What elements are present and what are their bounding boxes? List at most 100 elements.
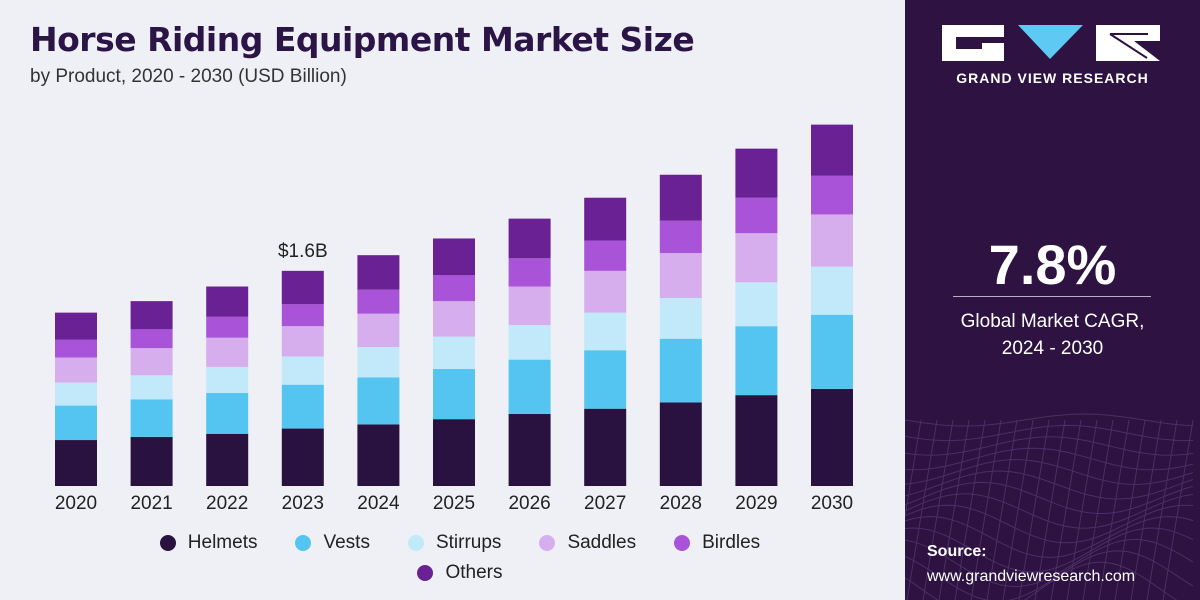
bar-segment-stirrups-2030 — [811, 266, 853, 315]
cagr-label-line1: Global Market CAGR, — [960, 311, 1145, 332]
bar-segment-birdles-2028 — [659, 220, 702, 254]
legend-swatch-saddles — [539, 535, 556, 551]
bar-segment-birdles-2024 — [357, 289, 400, 314]
x-tick-label-2030: 2030 — [811, 493, 853, 514]
bar-segment-others-2020 — [55, 312, 97, 340]
bar-segment-saddles-2026 — [508, 286, 551, 326]
brand-sidebar: GRAND VIEW RESEARCH 7.8% Global Market C… — [905, 0, 1200, 600]
x-tick-label-2023: 2023 — [282, 493, 324, 514]
legend-swatch-vests — [295, 535, 312, 551]
legend-swatch-helmets — [159, 535, 176, 551]
bar-segment-helmets-2020 — [55, 440, 97, 486]
bar-segment-birdles-2022 — [206, 316, 249, 338]
wireframe-wave-graphic — [905, 413, 1194, 600]
bar-segment-saddles-2024 — [357, 313, 400, 348]
bar-segment-saddles-2025 — [433, 301, 475, 337]
bar-segment-birdles-2027 — [584, 240, 627, 271]
cagr-label: Global Market CAGR, 2024 - 2030 — [905, 308, 1200, 362]
cagr-divider — [953, 296, 1151, 297]
bar-segment-others-2022 — [206, 286, 249, 317]
bar-segment-helmets-2030 — [811, 388, 853, 486]
bar-segment-saddles-2022 — [206, 337, 249, 367]
bar-segment-vests-2028 — [659, 338, 702, 403]
bar-segment-helmets-2022 — [206, 433, 249, 486]
source-label: Source: — [927, 543, 987, 560]
bar-segment-vests-2025 — [433, 369, 475, 420]
legend-label: Others — [445, 562, 503, 583]
legend-swatch-birdles — [674, 535, 691, 551]
bar-segment-others-2030 — [811, 124, 853, 176]
bar-segment-helmets-2021 — [130, 436, 173, 486]
cagr-label-line2: 2024 - 2030 — [1001, 338, 1104, 359]
chart-legend: Helmets Vests Stirrups Saddles Birdles Others — [120, 532, 800, 584]
x-tick-label-2025: 2025 — [433, 493, 475, 514]
bar-segment-others-2029 — [735, 148, 778, 198]
legend-item-helmets: Helmets — [159, 532, 257, 554]
bar-segment-saddles-2030 — [811, 214, 853, 267]
bar-segment-vests-2021 — [130, 399, 173, 437]
legend-item-stirrups: Stirrups — [407, 532, 502, 554]
legend-label: Saddles — [567, 532, 637, 553]
bar-segment-stirrups-2021 — [130, 375, 173, 400]
x-tick-label-2026: 2026 — [508, 493, 550, 514]
bar-segment-saddles-2023 — [281, 326, 324, 357]
x-tick-label-2027: 2027 — [584, 493, 626, 514]
grand-view-research-logo — [942, 25, 1160, 61]
bar-segment-stirrups-2028 — [659, 298, 702, 339]
bar-segment-birdles-2021 — [130, 329, 173, 349]
chart-subtitle: by Product, 2020 - 2030 (USD Billion) — [30, 66, 347, 87]
x-tick-label-2021: 2021 — [130, 493, 172, 514]
legend-label: Birdles — [702, 532, 761, 553]
bar-segment-saddles-2027 — [584, 270, 627, 313]
legend-item-birdles: Birdles — [674, 532, 760, 554]
source-link[interactable]: www.grandviewresearch.com — [927, 568, 1136, 585]
cagr-value: 7.8% — [988, 233, 1117, 296]
bar-segment-birdles-2030 — [811, 175, 853, 215]
bar-segment-helmets-2029 — [735, 395, 778, 486]
x-tick-label-2020: 2020 — [55, 493, 97, 514]
stacked-bar-chart: 2020 2021 2022 2023 2024 2025 2026 2027 2028 2029… — [55, 124, 853, 514]
bar-segment-vests-2027 — [584, 350, 627, 409]
brand-name: GRAND VIEW RESEARCH — [956, 70, 1149, 86]
bar-segment-birdles-2029 — [735, 197, 778, 234]
bar-segment-saddles-2020 — [55, 357, 97, 383]
bar-segment-stirrups-2020 — [55, 382, 97, 406]
chart-panel: Horse Riding Equipment Market Size by Pr… — [0, 0, 905, 600]
bar-segment-others-2028 — [659, 174, 702, 221]
bar-segment-vests-2024 — [357, 377, 400, 425]
bar-segment-birdles-2020 — [55, 339, 97, 358]
x-tick-label-2022: 2022 — [206, 493, 248, 514]
legend-item-vests: Vests — [295, 532, 370, 554]
x-tick-label-2029: 2029 — [735, 493, 777, 514]
bar-segment-saddles-2021 — [130, 348, 173, 376]
bar-segment-stirrups-2029 — [735, 282, 778, 327]
x-tick-label-2028: 2028 — [660, 493, 702, 514]
bar-segment-others-2026 — [508, 218, 551, 259]
bar-segment-helmets-2023 — [281, 428, 324, 486]
bar-segment-birdles-2023 — [281, 304, 324, 327]
bar-segment-stirrups-2023 — [281, 356, 324, 385]
bar-segment-vests-2029 — [735, 326, 778, 396]
bar-segment-others-2027 — [584, 197, 627, 241]
legend-item-saddles: Saddles — [539, 532, 636, 554]
bar-segment-helmets-2027 — [584, 408, 627, 486]
bar-segment-stirrups-2022 — [206, 366, 249, 394]
legend-label: Stirrups — [435, 532, 502, 553]
x-tick-label-2024: 2024 — [357, 493, 400, 514]
bar-segment-vests-2022 — [206, 393, 249, 434]
bar-segment-vests-2020 — [55, 405, 97, 441]
bar-segment-saddles-2028 — [659, 253, 702, 298]
bar-segment-saddles-2029 — [735, 233, 778, 283]
bar-segment-others-2021 — [130, 301, 173, 330]
chart-title: Horse Riding Equipment Market Size — [30, 20, 695, 59]
bar-segment-stirrups-2025 — [433, 336, 475, 370]
bar-segment-helmets-2026 — [508, 413, 551, 486]
bar-segment-helmets-2024 — [357, 424, 400, 486]
bar-segment-vests-2023 — [281, 384, 324, 429]
bar-segment-stirrups-2026 — [508, 325, 551, 360]
bar-segment-others-2024 — [357, 255, 400, 290]
bar-segment-helmets-2028 — [659, 402, 702, 486]
bar-segment-stirrups-2024 — [357, 347, 400, 378]
legend-label: Vests — [323, 532, 370, 553]
bar-segment-stirrups-2027 — [584, 312, 627, 351]
